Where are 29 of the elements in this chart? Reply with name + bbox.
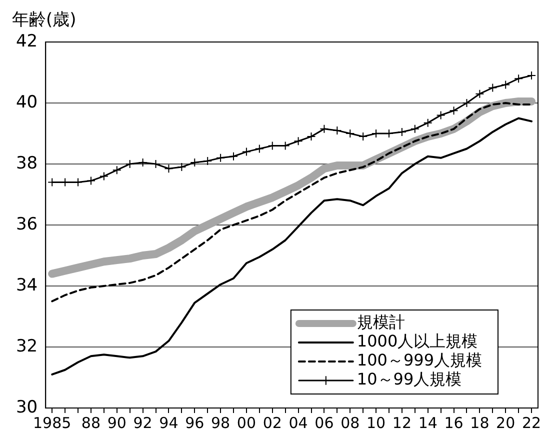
legend-label: 規模計 bbox=[356, 312, 405, 332]
x-tick-label: 16 bbox=[444, 414, 464, 432]
y-tick-label: 32 bbox=[16, 336, 38, 356]
legend-label: 10～99人規模 bbox=[356, 370, 462, 389]
y-axis-title: 年齢(歳) bbox=[12, 10, 76, 30]
x-tick-label: 14 bbox=[418, 414, 438, 432]
x-tick-label: 20 bbox=[496, 414, 516, 432]
x-tick-label: 10 bbox=[366, 414, 386, 432]
x-tick-label: 00 bbox=[236, 414, 256, 432]
x-tick-label: 02 bbox=[262, 414, 282, 432]
y-tick-label: 34 bbox=[16, 275, 38, 296]
x-tick-label: 92 bbox=[133, 414, 152, 432]
y-tick-label: 40 bbox=[16, 92, 38, 112]
x-tick-label: 90 bbox=[107, 414, 126, 432]
legend-label: 100～999人規模 bbox=[356, 350, 482, 370]
x-tick-label: 04 bbox=[288, 414, 308, 432]
y-tick-label: 38 bbox=[16, 153, 38, 174]
x-tick-label: 96 bbox=[185, 414, 204, 432]
y-tick-label: 36 bbox=[16, 214, 38, 234]
legend-label: 1000人以上規模 bbox=[356, 332, 478, 351]
x-tick-label: 98 bbox=[211, 414, 230, 432]
x-tick-label: 08 bbox=[340, 414, 360, 432]
x-tick-label: 18 bbox=[470, 414, 490, 432]
x-tick-label: 06 bbox=[314, 414, 334, 432]
x-tick-label: 12 bbox=[392, 414, 412, 432]
x-tick-label: 22 bbox=[522, 414, 542, 432]
y-tick-label: 42 bbox=[16, 31, 38, 52]
x-tick-label: 94 bbox=[159, 414, 178, 432]
x-tick-label: 88 bbox=[81, 414, 101, 432]
